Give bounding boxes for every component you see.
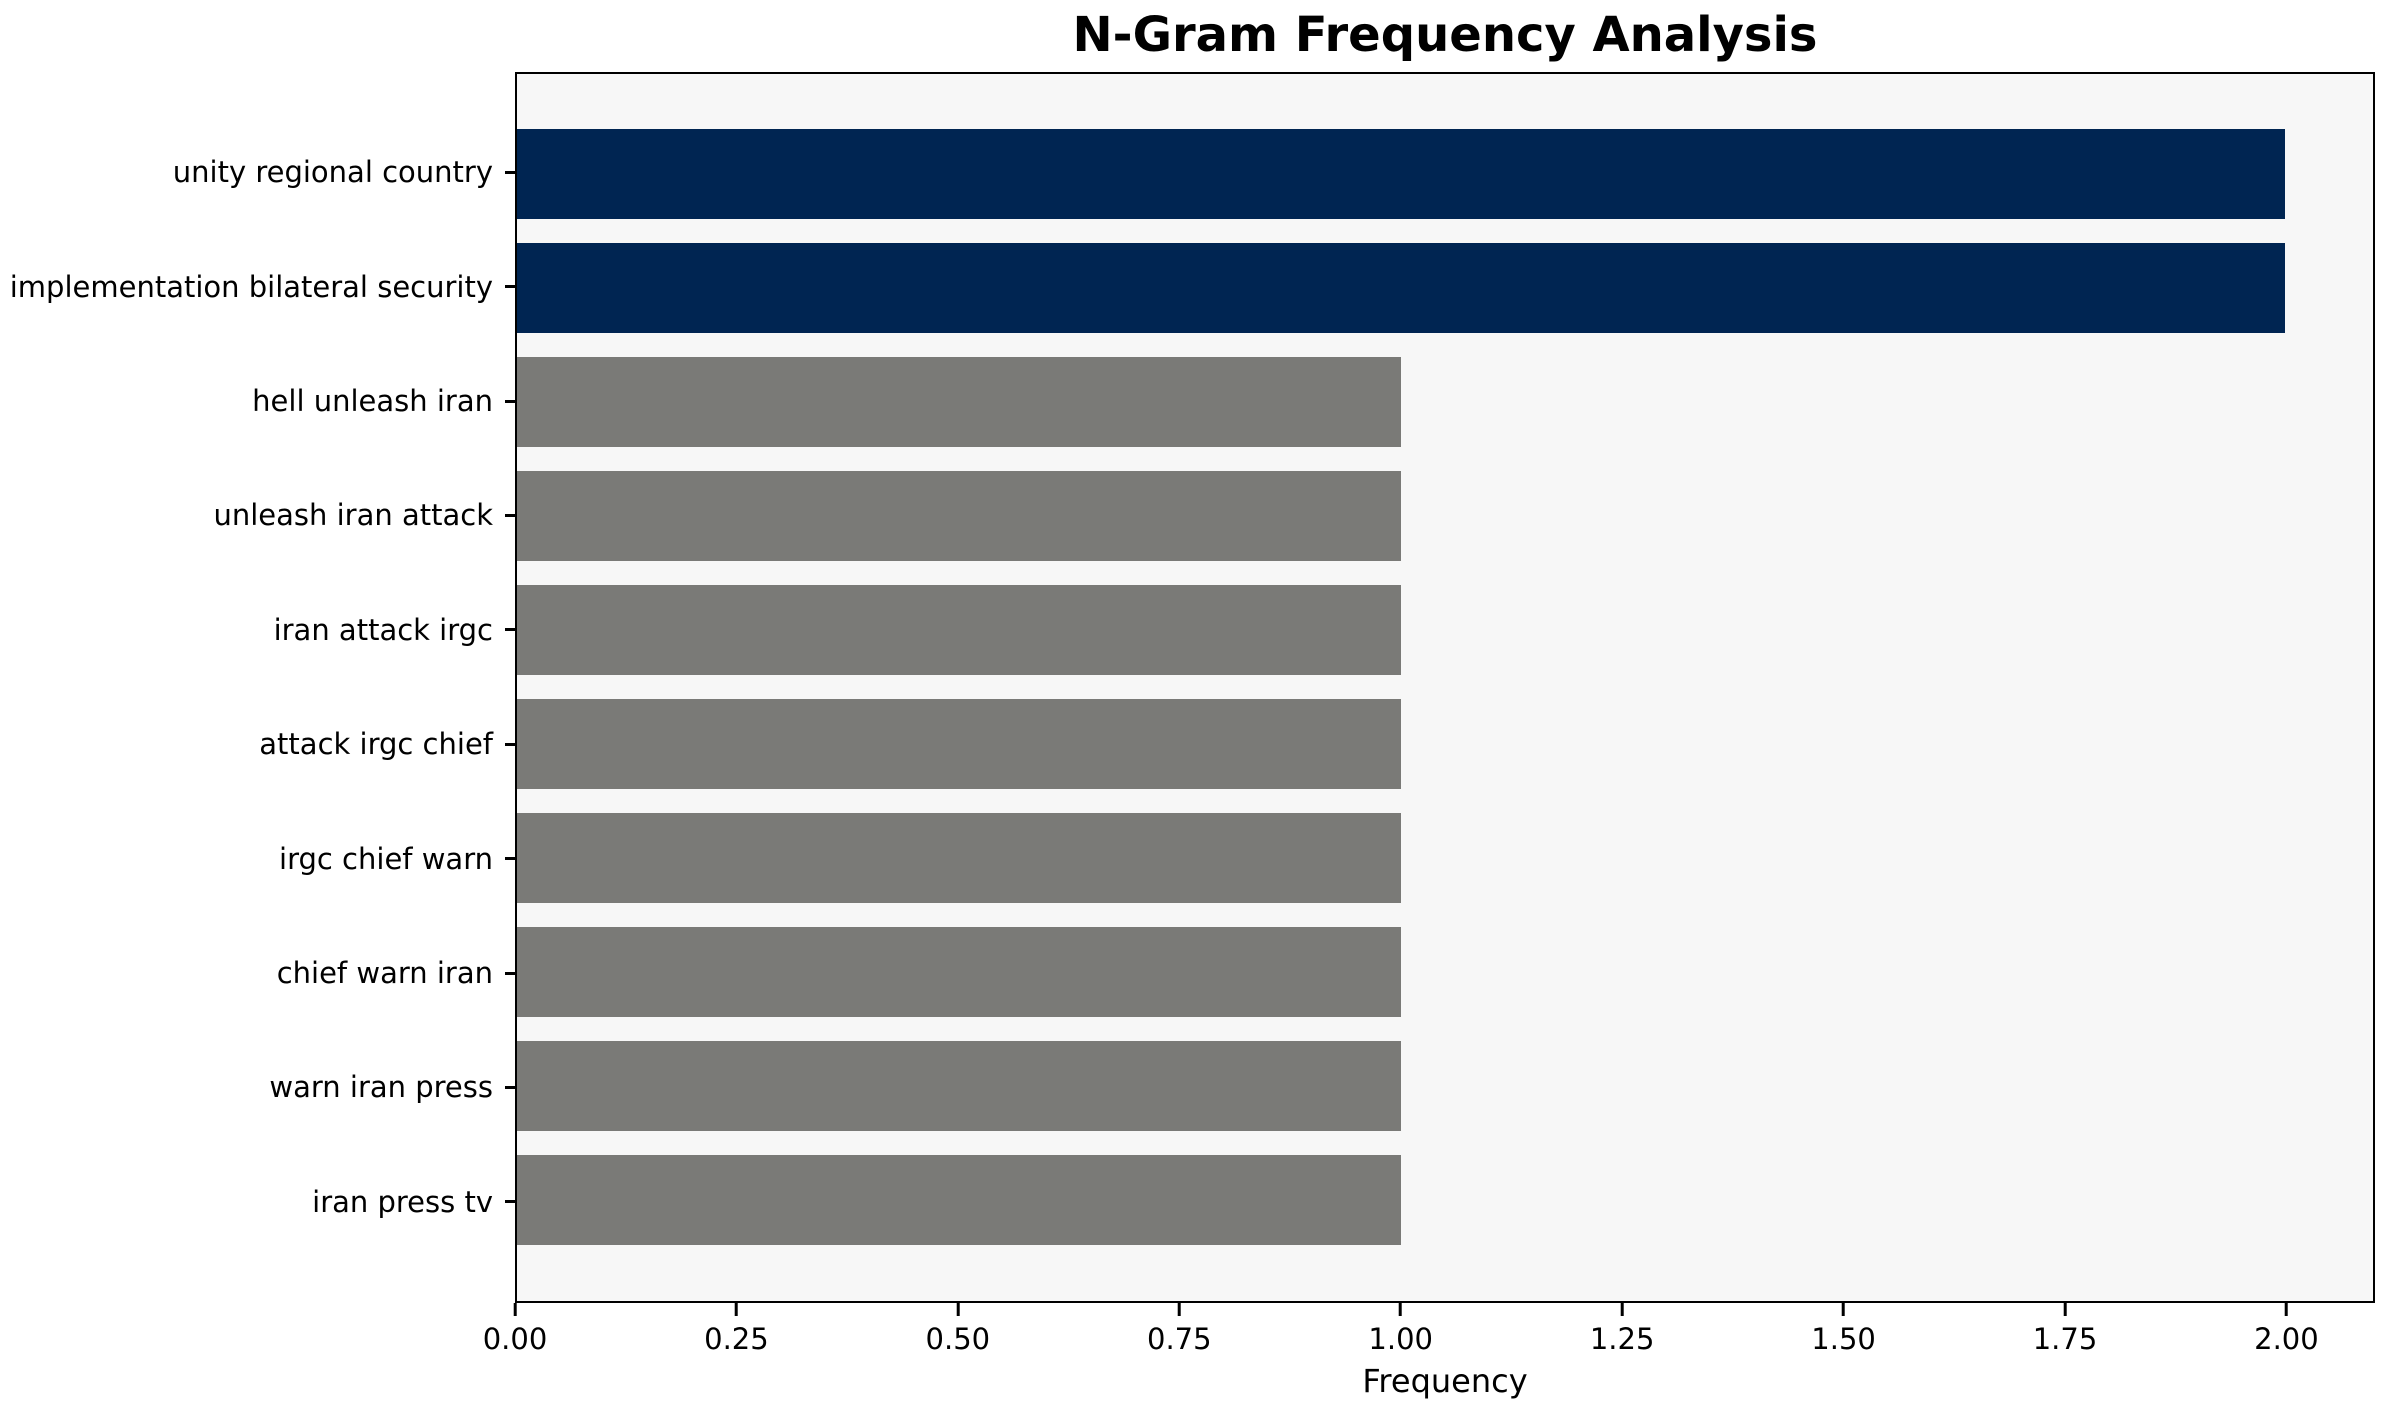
y-tick-mark (505, 742, 516, 746)
x-tick: 0.50 (925, 1303, 991, 1356)
y-tick-mark (505, 513, 516, 517)
plot-area (515, 72, 2375, 1303)
x-tick: 0.75 (1147, 1303, 1212, 1356)
y-tick-label: chief warn iran (276, 956, 493, 991)
y-tick-mark (505, 971, 516, 975)
x-tick: 1.50 (1811, 1303, 1876, 1356)
x-tick: 0.00 (482, 1303, 548, 1356)
x-tick-label: 1.75 (2032, 1322, 2098, 1356)
bar-row (517, 1029, 2373, 1143)
x-tick: 1.75 (2032, 1303, 2098, 1356)
bar-row (517, 1143, 2373, 1257)
y-row: chief warn iran (0, 916, 516, 1030)
bar-row (517, 231, 2373, 345)
bar (517, 357, 1401, 447)
y-tick-label: unleash iran attack (213, 498, 493, 533)
bar-row (517, 117, 2373, 231)
x-tick-label: 0.25 (704, 1322, 769, 1356)
y-tick-mark (505, 1085, 516, 1089)
bar-row (517, 573, 2373, 687)
x-tick-mark (2063, 1303, 2067, 1316)
x-tick: 1.25 (1589, 1303, 1655, 1356)
chart-title: N-Gram Frequency Analysis (1072, 7, 1818, 63)
y-tick-mark (505, 628, 516, 632)
x-tick-label: 0.00 (482, 1322, 548, 1356)
y-tick-label: implementation bilateral security (9, 269, 493, 304)
bar (517, 243, 2285, 333)
x-tick-mark (1399, 1303, 1403, 1316)
y-tick-mark (505, 1200, 516, 1204)
y-tick-mark (505, 170, 516, 174)
x-tick-mark (734, 1303, 738, 1316)
bar (517, 927, 1401, 1017)
y-row: iran attack irgc (0, 573, 516, 687)
bar-row (517, 459, 2373, 573)
bar (517, 1041, 1401, 1131)
y-tick-mark (505, 857, 516, 861)
bars-container (517, 74, 2373, 1301)
y-tick-label: unity regional country (172, 155, 493, 190)
y-row: iran press tv (0, 1145, 516, 1259)
x-tick-label: 1.50 (1811, 1322, 1876, 1356)
x-tick: 2.00 (2254, 1303, 2319, 1356)
x-axis: 0.00 0.25 0.50 0.75 1.00 1.25 1.50 1.75 2.00 (483, 1303, 2375, 1363)
bar-row (517, 915, 2373, 1029)
x-tick-label: 0.75 (1146, 1322, 1212, 1356)
y-row: irgc chief warn (0, 801, 516, 915)
bar (517, 129, 2285, 219)
y-tick-label: irgc chief warn (279, 841, 493, 876)
bar-row (517, 687, 2373, 801)
y-row: unity regional country (0, 115, 516, 229)
y-row: hell unleash iran (0, 344, 516, 458)
x-tick-mark (1842, 1303, 1846, 1316)
bar (517, 471, 1401, 561)
x-tick-mark (1620, 1303, 1624, 1316)
bar-row (517, 801, 2373, 915)
bar (517, 1155, 1401, 1245)
y-tick-mark (505, 399, 516, 403)
x-tick: 1.00 (1368, 1303, 1433, 1356)
y-row: attack irgc chief (0, 687, 516, 801)
x-tick: 0.25 (704, 1303, 769, 1356)
x-axis-label: Frequency (1362, 1362, 1528, 1400)
x-tick-mark (2284, 1303, 2288, 1316)
x-tick-label: 2.00 (2254, 1322, 2319, 1356)
y-tick-mark (505, 285, 516, 289)
x-tick-label: 1.00 (1368, 1322, 1433, 1356)
x-tick-mark (1177, 1303, 1181, 1316)
y-axis: unity regional country implementation bil… (0, 72, 516, 1303)
y-tick-label: warn iran press (269, 1070, 493, 1105)
x-tick-mark (513, 1303, 517, 1316)
bar-row (517, 345, 2373, 459)
bar (517, 585, 1401, 675)
x-tick-mark (956, 1303, 960, 1316)
y-tick-label: attack irgc chief (259, 727, 493, 762)
y-row: warn iran press (0, 1030, 516, 1144)
y-tick-label: iran attack irgc (273, 612, 493, 647)
y-tick-label: iran press tv (312, 1184, 493, 1219)
y-tick-label: hell unleash iran (252, 384, 493, 419)
x-tick-label: 1.25 (1589, 1322, 1655, 1356)
bar (517, 813, 1401, 903)
y-row: unleash iran attack (0, 458, 516, 572)
bar (517, 699, 1401, 789)
x-tick-label: 0.50 (925, 1322, 991, 1356)
y-row: implementation bilateral security (0, 229, 516, 343)
